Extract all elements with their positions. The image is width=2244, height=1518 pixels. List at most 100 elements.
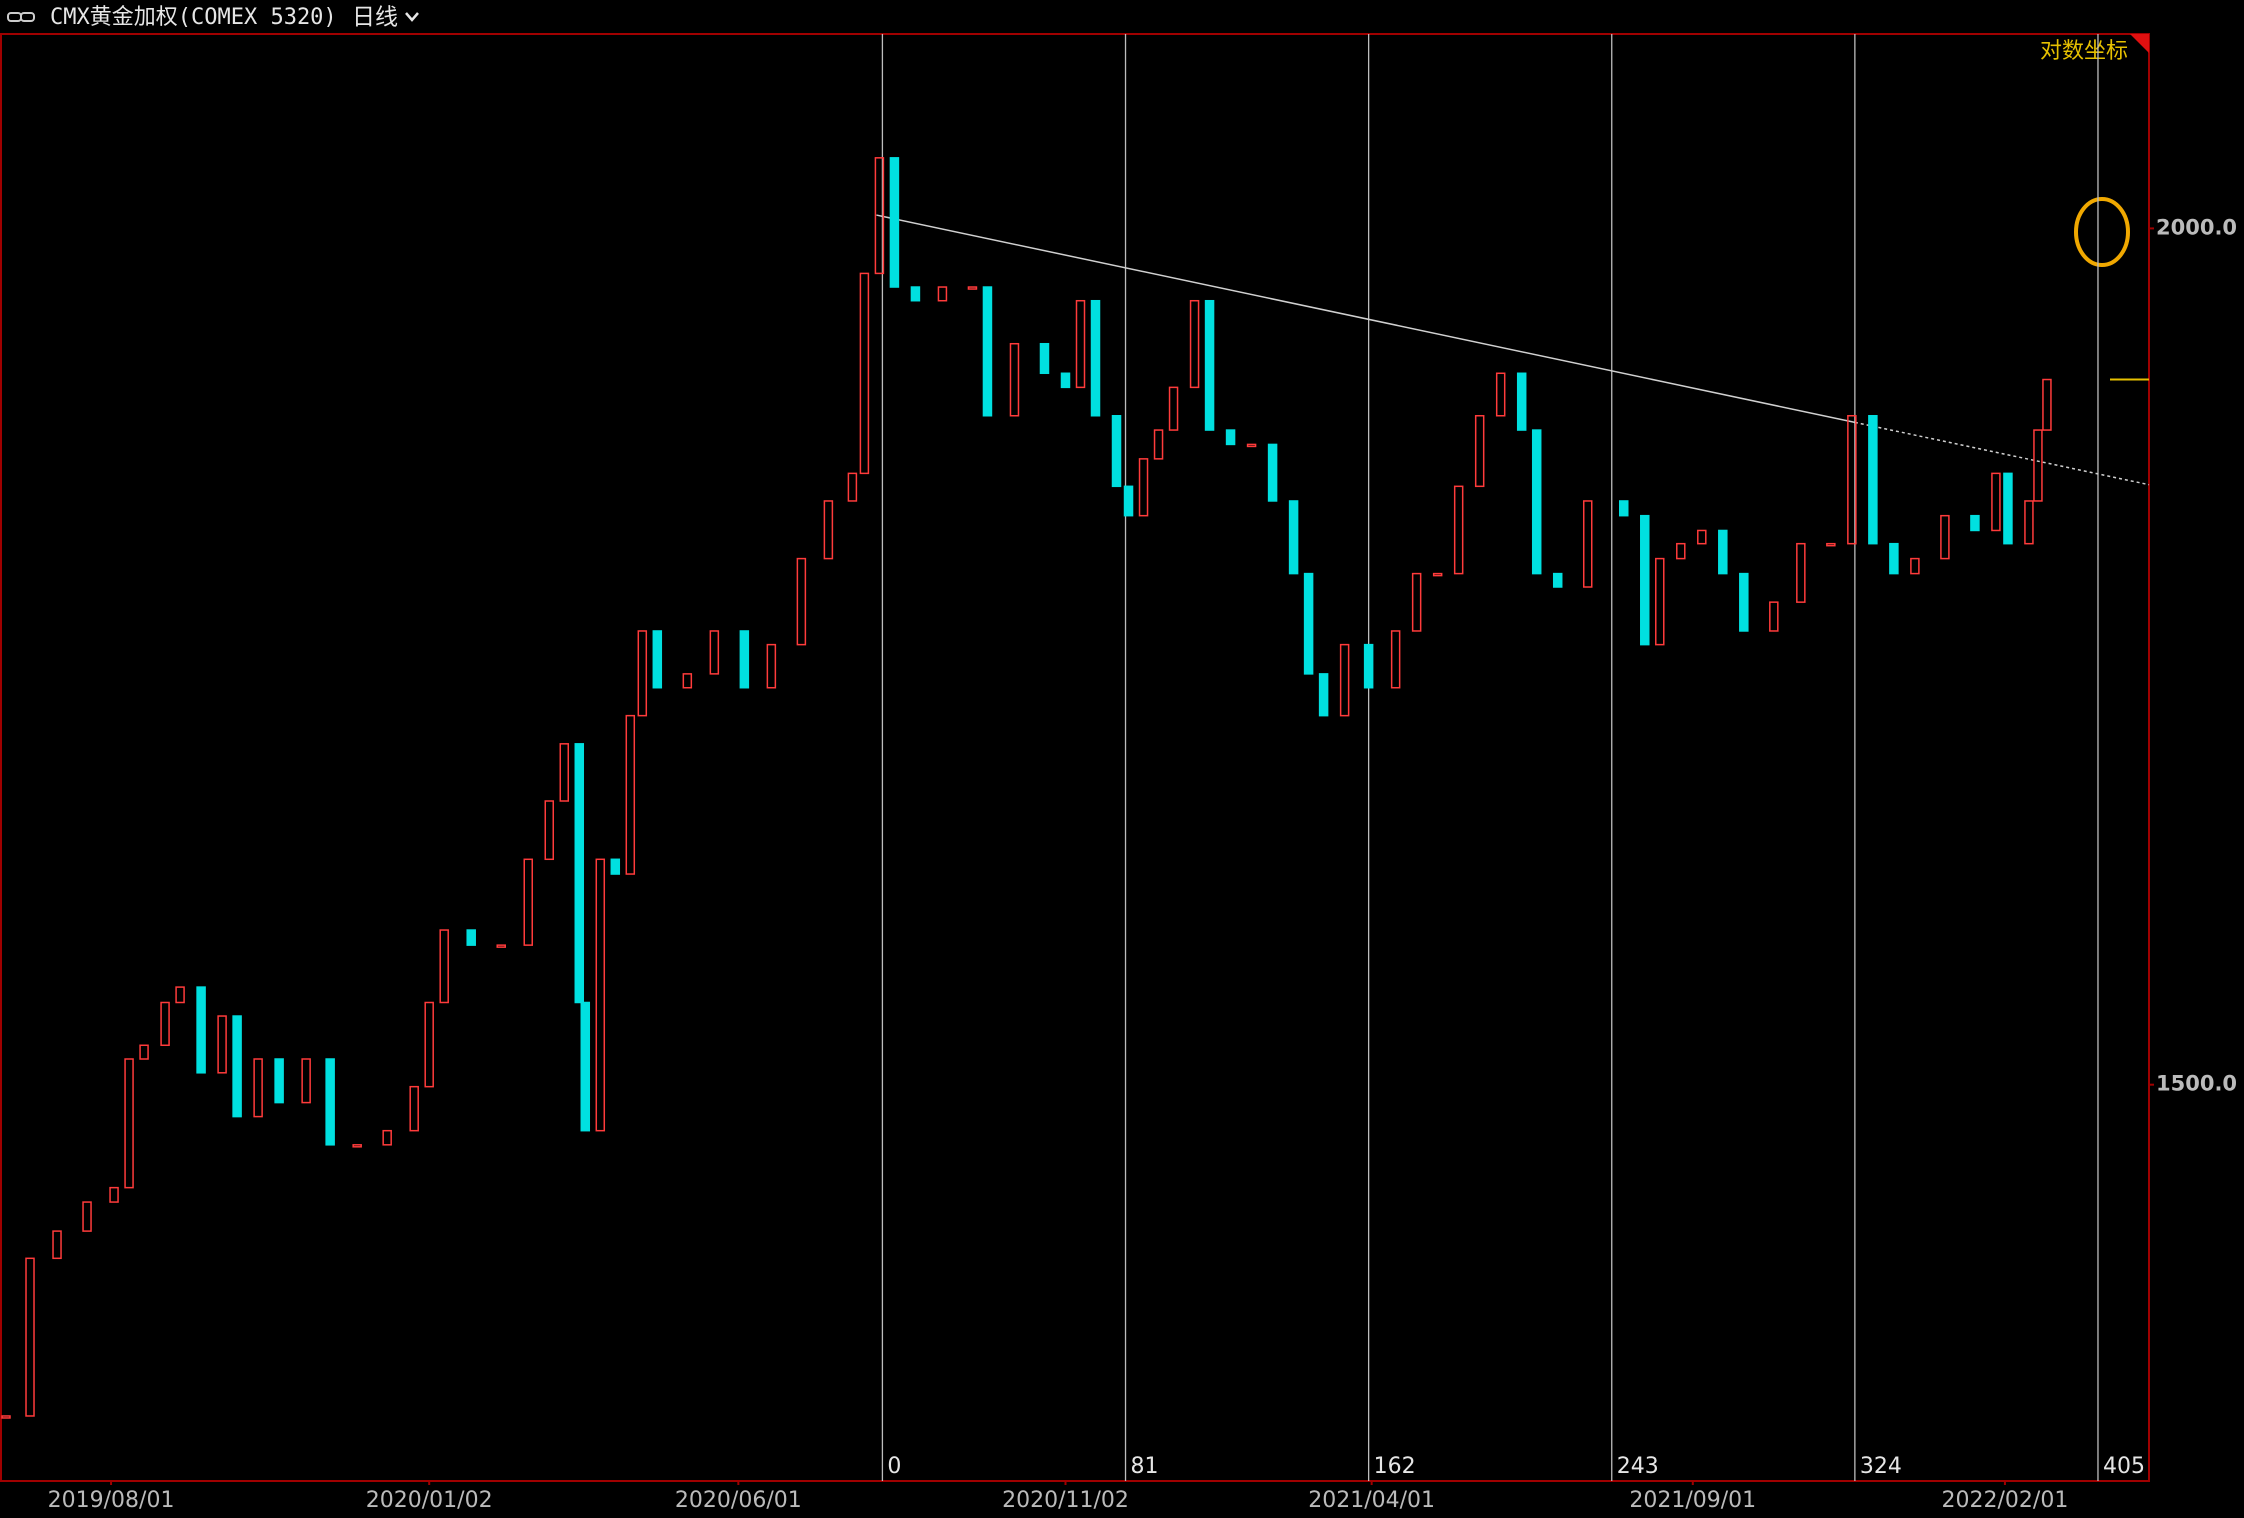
trend-line — [876, 214, 1856, 424]
candle — [1123, 485, 1134, 517]
candle — [1432, 572, 1443, 577]
candle — [610, 858, 621, 875]
period-selector[interactable]: 日线 — [352, 5, 398, 31]
candle — [274, 1058, 284, 1104]
candle — [325, 1058, 335, 1146]
candle — [1868, 415, 1878, 545]
candle — [1288, 500, 1299, 575]
candle — [1889, 542, 1899, 575]
candle — [466, 929, 476, 946]
x-tick-label: 2021/04/01 — [1308, 1488, 1435, 1513]
candle — [1640, 514, 1650, 646]
candle — [439, 929, 449, 1004]
candle — [82, 1201, 92, 1232]
candle — [544, 800, 555, 861]
candle — [1111, 415, 1122, 488]
x-tick-label: 2021/09/01 — [1629, 1488, 1756, 1513]
y-tick-label: 2000.0 — [2156, 215, 2237, 239]
candle — [982, 286, 993, 417]
candle — [301, 1058, 311, 1104]
candle — [1189, 299, 1200, 389]
candle — [1267, 443, 1278, 502]
candle — [1970, 514, 1980, 532]
candle — [1009, 342, 1020, 417]
candle — [559, 743, 570, 802]
candle — [847, 472, 858, 502]
candle — [1225, 429, 1236, 446]
candle — [424, 1001, 434, 1088]
candle — [25, 1257, 35, 1417]
candle — [109, 1186, 119, 1203]
plot-frame — [0, 33, 2150, 1482]
candle — [160, 1001, 170, 1047]
candle — [1516, 372, 1527, 431]
candle — [175, 986, 185, 1004]
x-tick-label: 2020/11/02 — [1002, 1488, 1129, 1513]
candle — [1363, 643, 1374, 689]
time-line-label: 162 — [1374, 1454, 1416, 1479]
candle — [1619, 500, 1629, 517]
candle — [874, 157, 885, 275]
candle — [253, 1058, 263, 1118]
x-tick-label: 2022/02/01 — [1942, 1488, 2069, 1513]
candle — [1582, 500, 1593, 588]
candle — [1411, 572, 1422, 632]
instrument-title[interactable]: CMX黄金加权(COMEX 5320) — [50, 5, 337, 30]
candle — [1826, 542, 1836, 547]
candle — [523, 858, 533, 946]
candle — [937, 286, 948, 302]
candle — [595, 858, 606, 1132]
candle — [1910, 557, 1920, 575]
candle — [1075, 299, 1086, 389]
candle — [217, 1015, 227, 1074]
candle — [352, 1144, 362, 1148]
candle — [1655, 557, 1665, 646]
candle — [1552, 572, 1563, 588]
time-line-label: 405 — [2103, 1454, 2145, 1479]
highlight-circle — [2074, 197, 2130, 267]
candle — [2003, 472, 2013, 545]
candle — [1339, 643, 1350, 717]
trend-line-extension — [1854, 421, 2150, 486]
candles — [1, 157, 2052, 1419]
x-tick-label: 2020/01/02 — [366, 1488, 493, 1513]
x-tick-label: 2019/08/01 — [48, 1488, 175, 1513]
candle — [1531, 429, 1542, 575]
time-line-label: 243 — [1617, 1454, 1659, 1479]
log-scale-toggle[interactable]: 对数坐标 — [2040, 39, 2128, 64]
candle — [1060, 372, 1071, 389]
candle — [637, 630, 648, 717]
candle — [196, 986, 206, 1074]
period-dropdown-arrow[interactable] — [405, 12, 419, 22]
candle — [1153, 429, 1164, 460]
y-tick-label: 1500.0 — [2156, 1072, 2237, 1096]
link-icon — [7, 12, 35, 22]
candle — [1138, 458, 1149, 517]
candle — [1318, 673, 1329, 717]
candle — [1303, 572, 1314, 675]
candle — [2024, 500, 2034, 545]
candle — [889, 157, 900, 288]
candle — [1697, 529, 1707, 545]
candle — [1676, 542, 1686, 560]
candle — [652, 630, 663, 689]
candle — [766, 643, 777, 689]
candle — [625, 714, 636, 875]
candle — [1769, 601, 1779, 632]
candle — [1847, 415, 1857, 545]
candle — [967, 286, 978, 290]
candle — [574, 743, 585, 1004]
candle — [1039, 342, 1050, 375]
candle — [1474, 415, 1485, 488]
candle — [796, 557, 807, 646]
candle — [1940, 514, 1950, 560]
candle — [910, 286, 921, 302]
candle — [139, 1044, 149, 1060]
candle — [2033, 429, 2043, 502]
candle — [823, 500, 834, 560]
candle — [1246, 443, 1257, 448]
corner-marker — [2130, 34, 2149, 53]
candle — [682, 673, 693, 689]
